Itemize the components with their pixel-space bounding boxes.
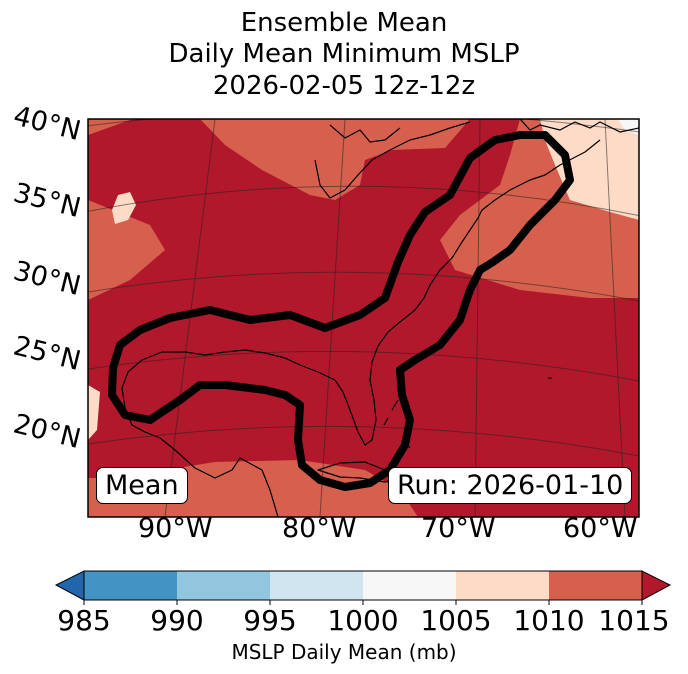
mean-badge: Mean: [96, 467, 188, 504]
colorbar-tick-990: 990: [150, 604, 204, 637]
pressure-1005-1010-area-west: [112, 192, 136, 224]
colorbar: [54, 570, 672, 605]
colorbar-extend-below: [54, 570, 85, 601]
colorbar-segment-990-995: [177, 571, 270, 600]
pressure-1005-1010-area-southwest: [88, 385, 100, 440]
yucatan-coastline: [159, 437, 279, 517]
colorbar-extend-above: [641, 570, 672, 601]
parallel-30n: [88, 271, 639, 302]
colorbar-segment-1005-1010: [456, 571, 549, 600]
lon-label-80w: 80°W: [282, 513, 357, 544]
east-coast-coastline: [334, 139, 601, 446]
title-line-1: Ensemble Mean: [240, 8, 448, 38]
meridian-60w: [604, 119, 626, 517]
map-border: [87, 118, 640, 518]
title-line-3: 2026-02-05 12z-12z: [212, 71, 476, 101]
ensemble-contour: [108, 131, 574, 491]
colorbar-segment-985-990: [84, 571, 177, 600]
meridian-80w: [319, 119, 346, 517]
map-panel: [88, 119, 639, 517]
colorbar-segment-1000-1005: [363, 571, 456, 600]
colorbar-tick-1010: 1010: [513, 604, 585, 637]
colorbar-tick-985: 985: [57, 604, 111, 637]
pressure-above-1015-area: [88, 119, 639, 517]
colorbar-segment-995-1000: [270, 571, 363, 600]
parallel-35n: [88, 185, 639, 217]
parallel-20n: [88, 425, 639, 457]
colorbar-label: MSLP Daily Mean (mb): [231, 640, 457, 664]
colorbar-tick-1000: 1000: [327, 604, 399, 637]
colorbar-tick-1015: 1015: [598, 604, 670, 637]
colorbar-tick-995: 995: [243, 604, 297, 637]
pressure-1005-1010-area-northeast: [540, 119, 639, 220]
meridian-70w: [474, 119, 481, 517]
canada-coastline: [519, 119, 639, 133]
lon-label-60w: 60°W: [563, 513, 638, 544]
title-line-2: Daily Mean Minimum MSLP: [168, 39, 520, 69]
colorbar-tick-1005: 1005: [420, 604, 492, 637]
lon-label-70w: 70°W: [421, 513, 496, 544]
parallel-25n: [88, 350, 639, 382]
run-date-badge: Run: 2026-01-10: [388, 467, 633, 504]
great-lakes-outline: [314, 121, 471, 199]
colorbar-segment-1010-1015: [549, 571, 642, 600]
lon-label-90w: 90°W: [138, 513, 213, 544]
